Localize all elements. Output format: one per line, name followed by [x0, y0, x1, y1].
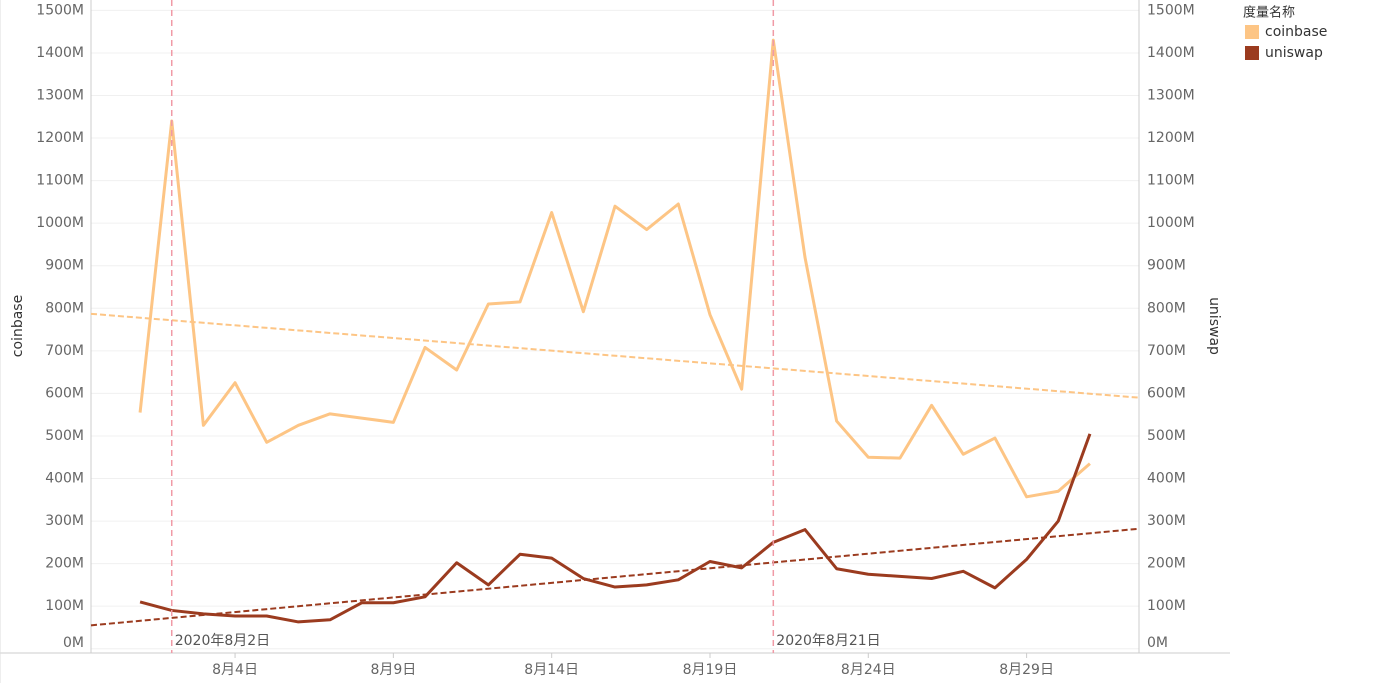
- x-tick-label: 8月24日: [841, 662, 896, 678]
- legend-label: uniswap: [1265, 45, 1323, 61]
- y-tick-label: 100M: [45, 598, 84, 614]
- y-tick-label: 300M: [45, 513, 84, 529]
- y2-tick-label: 1500M: [1147, 2, 1195, 18]
- trend-line: [90, 312, 1140, 399]
- x-tick-label: 8月19日: [683, 662, 738, 678]
- y2-tick-label: 1100M: [1147, 173, 1195, 189]
- y2-tick-label: 1400M: [1147, 45, 1195, 61]
- y2-tick-label: 600M: [1147, 385, 1186, 401]
- y2-tick-label: 400M: [1147, 471, 1186, 487]
- y2-tick-label: 200M: [1147, 556, 1186, 572]
- x-tick-label: 8月4日: [212, 662, 258, 678]
- y-tick-label: 1000M: [36, 215, 84, 231]
- y2-tick-label: 100M: [1147, 598, 1186, 614]
- y-tick-label: 700M: [45, 343, 84, 359]
- y2-tick-label: 1300M: [1147, 87, 1195, 103]
- y2-tick-label: 500M: [1147, 428, 1186, 444]
- x-tick-label: 8月9日: [370, 662, 416, 678]
- series-line: [138, 38, 1091, 499]
- x-tick-label: 8月29日: [999, 662, 1054, 678]
- legend-swatch: [1245, 46, 1259, 60]
- y2-tick-label: 1000M: [1147, 215, 1195, 231]
- y-tick-label: 1100M: [36, 173, 84, 189]
- y2-tick-label: 0M: [1147, 635, 1168, 651]
- legend-label: coinbase: [1265, 24, 1327, 40]
- y-tick-label: 0M: [63, 635, 84, 651]
- y-tick-label: 800M: [45, 300, 84, 316]
- y2-axis-title: uniswap: [1206, 297, 1222, 355]
- reference-label: 2020年8月2日: [175, 633, 270, 649]
- legend-swatch: [1245, 25, 1259, 39]
- y2-tick-label: 700M: [1147, 343, 1186, 359]
- y-tick-label: 900M: [45, 258, 84, 274]
- trend-line: [90, 527, 1140, 627]
- y-tick-label: 1200M: [36, 130, 84, 146]
- legend-title: 度量名称: [1243, 5, 1295, 21]
- x-tick-label: 8月14日: [524, 662, 579, 678]
- y2-tick-label: 300M: [1147, 513, 1186, 529]
- y-tick-label: 1500M: [36, 2, 84, 18]
- y-axis-title: coinbase: [10, 295, 26, 357]
- series-line: [139, 433, 1092, 624]
- y-tick-label: 200M: [45, 556, 84, 572]
- y2-tick-label: 1200M: [1147, 130, 1195, 146]
- y2-tick-label: 800M: [1147, 300, 1186, 316]
- reference-label: 2020年8月21日: [776, 633, 880, 649]
- y-tick-label: 400M: [45, 471, 84, 487]
- y-tick-label: 1300M: [36, 87, 84, 103]
- y2-tick-label: 900M: [1147, 258, 1186, 274]
- y-tick-label: 600M: [45, 385, 84, 401]
- y-tick-label: 500M: [45, 428, 84, 444]
- y-tick-label: 1400M: [36, 45, 84, 61]
